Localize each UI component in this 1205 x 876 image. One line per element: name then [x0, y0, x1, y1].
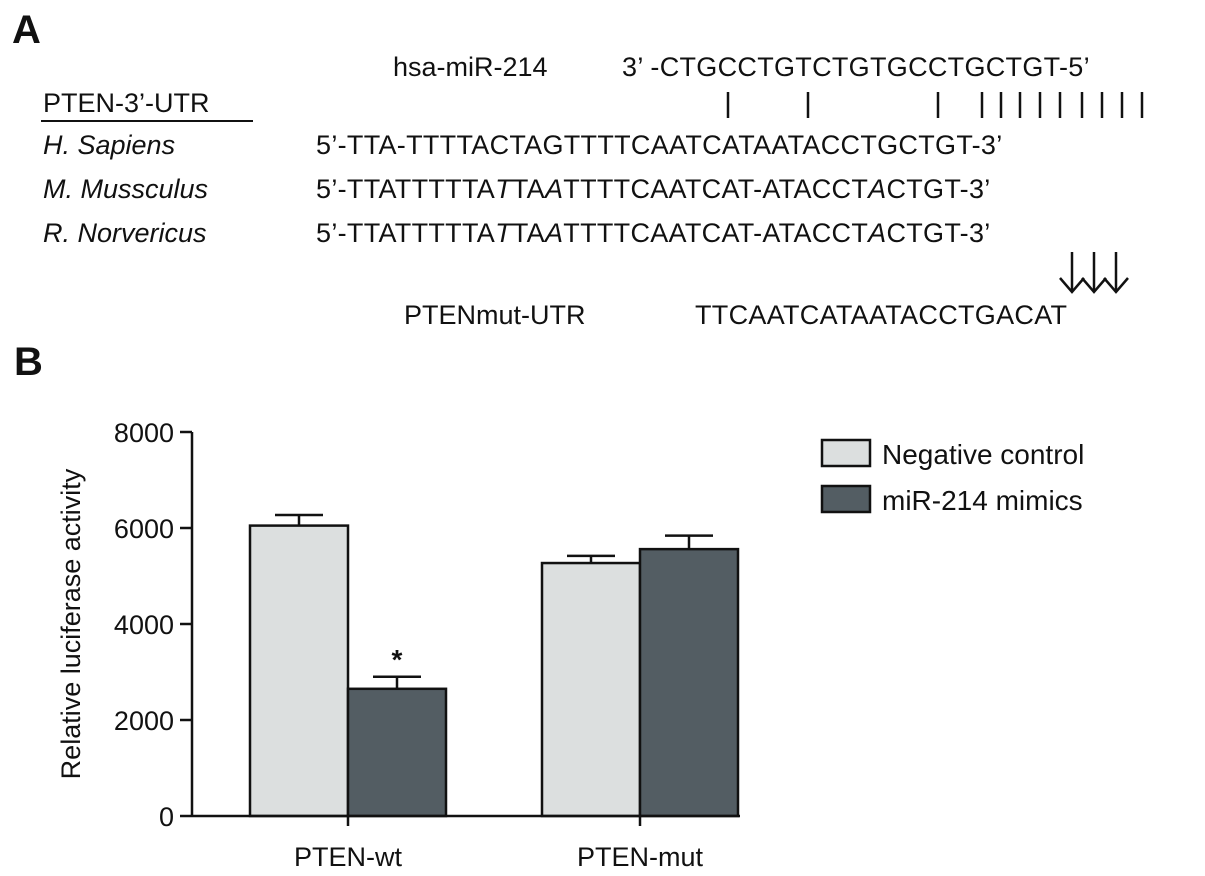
legend-swatch [820, 438, 872, 468]
bar [540, 561, 642, 818]
mirna-sequence: 3’ -CTGCCTGTCTGTGCCTGCTGT-5’ [622, 52, 1090, 82]
mirna-name: hsa-miR-214 [393, 52, 548, 82]
y-tick-label: 6000 [114, 514, 174, 544]
sequence-segment: 5’-TTATTTTTA [316, 174, 496, 204]
pairing-lines [726, 92, 1144, 118]
sequence-segment: A [868, 174, 887, 204]
sequence-segment: A [868, 218, 887, 248]
sequence-segment: A [544, 218, 564, 248]
sequence-segment: 5’-TTA-TTTTACTAGTTTTCAATCATAATACCTGCTGT-… [316, 130, 1003, 160]
bar [346, 687, 448, 818]
mutant-utr-sequence: TTCAATCATAATACCTGACAT [695, 300, 1068, 330]
y-tick-label: 4000 [114, 610, 174, 640]
species-rat-name: R. Norvericus [43, 218, 207, 248]
sequence-segment: T [495, 174, 512, 204]
panel-a-letter: A [12, 8, 41, 52]
sequence-segment: TA [511, 174, 545, 204]
sequence-segment: TA [511, 218, 545, 248]
x-tick-label: PTEN-mut [577, 842, 704, 872]
species-mouse-name: M. Mussculus [43, 174, 209, 204]
mutation-arrows [1059, 252, 1129, 294]
sequence-segment: CTGT-3’ [886, 174, 991, 204]
legend-swatch [820, 484, 872, 514]
luciferase-bar-chart: PTEN-wt PTEN-mut * 0 2000 4000 6000 8000 Relativ… [56, 418, 1084, 872]
y-tick-label: 8000 [114, 418, 174, 448]
sequence-segment: TTTTCAATCAT-ATACCT [563, 174, 869, 204]
species-human-name: H. Sapiens [43, 130, 176, 160]
species-rat-sequence: 5’-TTATTTTTATTAATTTTCAATCAT-ATACCTACTGT-… [316, 218, 991, 249]
legend-label: Negative control [882, 439, 1084, 470]
mutant-utr-label: PTENmut-UTR [404, 300, 586, 330]
sequence-segment: 5’-TTATTTTTA [316, 218, 496, 248]
significance-marker: * [392, 644, 403, 675]
x-tick-label: PTEN-wt [294, 842, 402, 872]
legend-label: miR-214 mimics [882, 485, 1083, 516]
bar [638, 547, 740, 818]
sequence-segment: T [495, 218, 512, 248]
utr-header-underline [41, 120, 253, 122]
y-axis-title: Relative luciferase activity [56, 468, 86, 779]
sequence-segment: TTTTCAATCAT-ATACCT [563, 218, 869, 248]
bar [248, 524, 350, 818]
species-mouse-sequence: 5’-TTATTTTTATTAATTTTCAATCAT-ATACCTACTGT-… [316, 174, 991, 205]
species-human-sequence: 5’-TTA-TTTTACTAGTTTTCAATCATAATACCTGCTGT-… [316, 130, 1003, 161]
panel-b-letter: B [14, 340, 43, 384]
sequence-segment: A [544, 174, 564, 204]
y-tick-label: 2000 [114, 706, 174, 736]
sequence-segment: CTGT-3’ [886, 218, 991, 248]
utr-header: PTEN-3’-UTR [43, 88, 210, 118]
y-tick-label: 0 [159, 802, 174, 832]
